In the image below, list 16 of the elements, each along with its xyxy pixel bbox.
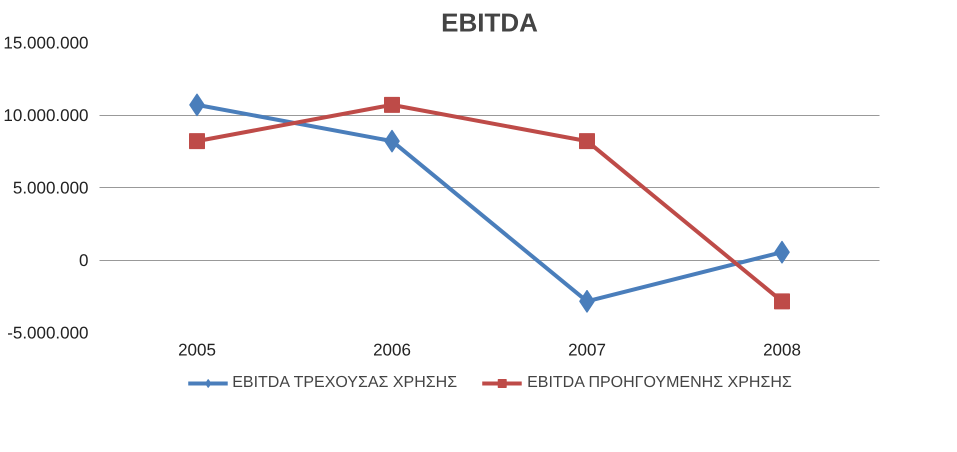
legend-label: EBITDA ΤΡΕΧΟΥΣΑΣ ΧΡΗΣΗΣ (232, 374, 458, 392)
x-tick-label: 2007 (568, 340, 606, 360)
point (579, 133, 595, 150)
x-tick-label: 2008 (763, 340, 801, 360)
point (774, 293, 790, 310)
y-tick-label: 0 (79, 251, 89, 270)
y-tick-label: -5.000.000 (7, 324, 89, 342)
x-tick-label: 2005 (178, 340, 216, 360)
y-tick-label: 10.000.000 (3, 106, 89, 125)
point (189, 133, 205, 150)
y-tick-label: 5.000.000 (12, 178, 89, 198)
chart-title: EBITDA (441, 8, 538, 38)
y-tick-label: 15.000.000 (3, 34, 89, 52)
legend-label: EBITDA ΠΡΟΗΓΟΥΜΕΝΗΣ ΧΡΗΣΗΣ (527, 374, 792, 392)
x-tick-label: 2006 (373, 340, 411, 360)
point (384, 96, 400, 113)
